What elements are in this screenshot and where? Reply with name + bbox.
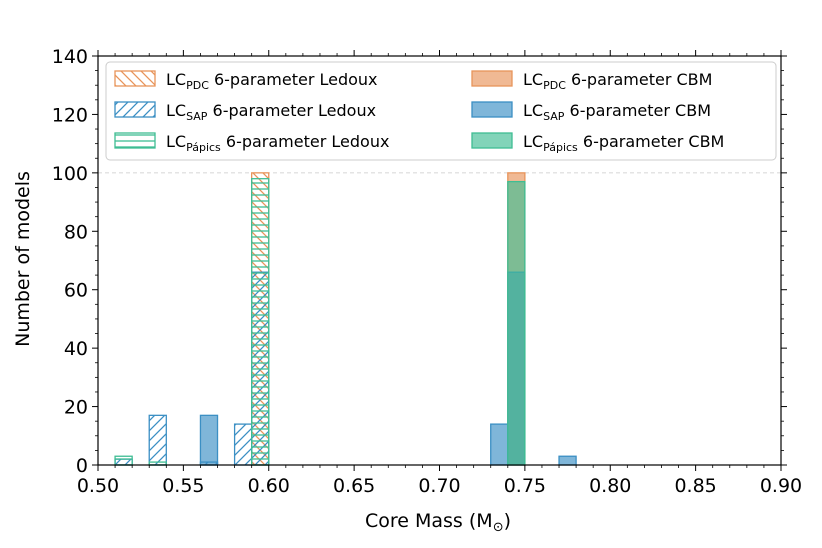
bar-papics_cbm [507, 180, 526, 466]
series-sap_ledoux [114, 271, 270, 466]
y-tick-label: 20 [64, 397, 88, 419]
legend-swatch-sap-ledoux [114, 101, 156, 118]
legend-box [105, 61, 777, 161]
y-tick-label: 40 [64, 338, 88, 360]
legend-swatch-papics-cbm [471, 132, 513, 149]
x-tick-label: 0.60 [248, 475, 290, 497]
bar-sap_ledoux [233, 423, 253, 466]
legend-label-sap-cbm: LCSAP 6-parameter CBM [523, 101, 711, 123]
legend-entry-sap-ledoux: LCSAP 6-parameter Ledoux [114, 101, 376, 123]
legend-label-sap-ledoux: LCSAP 6-parameter Ledoux [166, 101, 376, 123]
legend-swatch-pdc-ledoux [114, 70, 156, 87]
legend-entry-pdc-ledoux: LCPDC 6-parameter Ledoux [114, 70, 378, 92]
x-tick-label: 0.85 [674, 475, 716, 497]
bars-layer [114, 172, 577, 466]
bar-sap_cbm [199, 414, 219, 466]
ticks: 0.50 0.55 0.60 0.65 0.70 0.75 0.80 0.85 0.90 0 20 4… [52, 46, 802, 497]
x-tick-label: 0.80 [589, 475, 631, 497]
legend-entry-papics-ledoux: LCPápics 6-parameter Ledoux [114, 132, 389, 154]
legend-label-pdc-cbm: LCPDC 6-parameter CBM [523, 70, 712, 92]
x-tick-label: 0.65 [333, 475, 375, 497]
x-tick-label: 0.90 [760, 475, 802, 497]
sun-symbol: ⊙ [493, 520, 504, 535]
legend-swatch-sap-cbm [471, 101, 513, 118]
y-tick-label: 60 [64, 280, 88, 302]
legend: LCPDC 6-parameter Ledoux LCSAP 6-paramet… [105, 61, 777, 161]
x-tick-label: 0.75 [504, 475, 546, 497]
y-tick-label: 0 [76, 455, 88, 477]
legend-swatch-papics-ledoux [114, 132, 156, 149]
x-tick-label: 0.55 [162, 475, 204, 497]
legend-entry-pdc-cbm: LCPDC 6-parameter CBM [471, 70, 712, 92]
bar-sap_cbm [558, 455, 577, 466]
bar-papics_ledoux [251, 178, 270, 466]
series-papics_ledoux [114, 178, 270, 466]
x-axis-label: Core Mass (M⊙) [365, 510, 511, 535]
bar-sap_cbm [490, 423, 509, 466]
y-axis-label: Number of models [12, 171, 34, 347]
legend-swatch-pdc-cbm [471, 70, 513, 87]
x-tick-label: 0.50 [77, 475, 119, 497]
legend-label-papics-ledoux: LCPápics 6-parameter Ledoux [166, 132, 389, 154]
y-tick-label: 80 [64, 221, 88, 243]
x-tick-label: 0.70 [418, 475, 460, 497]
legend-entry-sap-cbm: LCSAP 6-parameter CBM [471, 101, 711, 123]
bar-papics_ledoux [114, 455, 133, 466]
bar-sap_ledoux [148, 414, 167, 466]
legend-entry-papics-cbm: LCPápics 6-parameter CBM [471, 132, 724, 154]
legend-label-pdc-ledoux: LCPDC 6-parameter Ledoux [166, 70, 378, 92]
legend-label-papics-cbm: LCPápics 6-parameter CBM [523, 132, 724, 154]
y-tick-label: 120 [52, 104, 88, 126]
y-tick-label: 140 [52, 46, 88, 68]
series-papics_cbm [507, 180, 526, 466]
y-tick-label: 100 [52, 163, 88, 185]
